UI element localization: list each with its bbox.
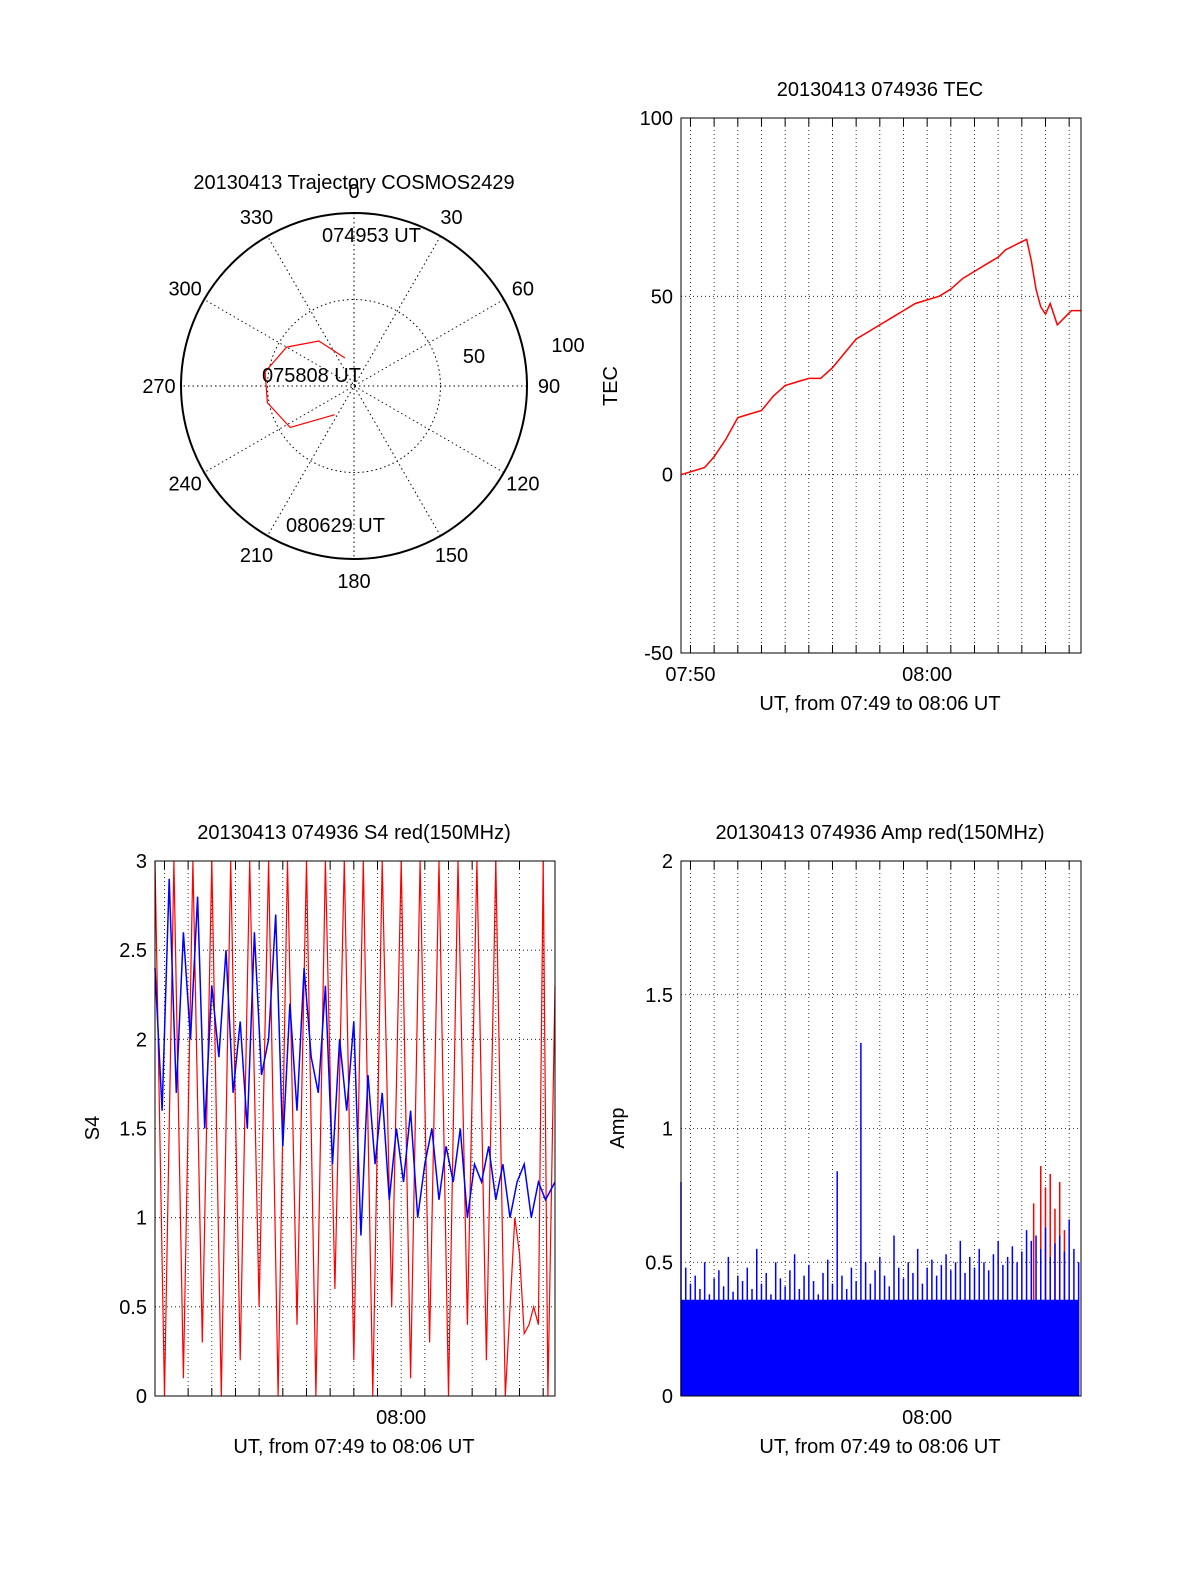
azimuth-label: 30 bbox=[440, 207, 462, 229]
tec-line-red bbox=[680, 238, 1081, 476]
amp-series bbox=[680, 1042, 1080, 1396]
s4-plot-frame bbox=[154, 860, 556, 1397]
amp-tick-labels: 0 0.5 1 1.5 2 08:00 bbox=[645, 851, 952, 1429]
azimuth-label: 60 bbox=[512, 279, 534, 301]
polar-spoke bbox=[203, 299, 505, 473]
amp-fill-blue bbox=[681, 1299, 1079, 1396]
tec-title: 20130413 074936 TEC bbox=[777, 79, 983, 101]
azimuth-label: 270 bbox=[142, 376, 175, 398]
y-tick-label: 0.5 bbox=[645, 1252, 673, 1274]
tec-xlabel: UT, from 07:49 to 08:06 UT bbox=[759, 693, 1000, 715]
s4-tick-labels: 0 0.5 1 1.5 2 2.5 3 08:00 bbox=[119, 851, 426, 1429]
y-tick-label: 1.5 bbox=[119, 1119, 147, 1141]
radial-label-50: 50 bbox=[463, 346, 485, 368]
s4-line-blue bbox=[154, 878, 556, 1236]
y-tick-label: 2 bbox=[136, 1029, 147, 1051]
s4-title: 20130413 074936 S4 red(150MHz) bbox=[197, 822, 511, 844]
azimuth-label: 180 bbox=[337, 571, 370, 593]
s4-xlabel: UT, from 07:49 to 08:06 UT bbox=[233, 1436, 474, 1458]
s4-chart: 20130413 074936 S4 red(150MHz) 0 0.5 1 1.5 2… bbox=[82, 822, 556, 1458]
trajectory-chart: 20130413 Trajectory COSMOS2429 0 30 60 90 12… bbox=[142, 172, 584, 593]
y-tick-label: 0 bbox=[136, 1386, 147, 1408]
y-tick-label: 1 bbox=[662, 1119, 673, 1141]
y-tick-label: 2 bbox=[662, 851, 673, 873]
y-tick-label: 100 bbox=[640, 108, 673, 130]
trajectory-title: 20130413 Trajectory COSMOS2429 bbox=[193, 172, 514, 194]
x-tick-label: 07:50 bbox=[665, 664, 715, 686]
x-tick-label: 08:00 bbox=[376, 1407, 426, 1429]
amp-title: 20130413 074936 Amp red(150MHz) bbox=[715, 822, 1044, 844]
azimuth-label: 300 bbox=[168, 279, 201, 301]
azimuth-labels: 0 30 60 90 120 150 180 210 240 270 300 330 bbox=[142, 181, 560, 593]
amp-plot-frame bbox=[680, 860, 1082, 1397]
azimuth-label: 240 bbox=[168, 474, 201, 496]
track-start-label: 074953 UT bbox=[322, 225, 421, 247]
y-tick-label: 3 bbox=[136, 851, 147, 873]
track-middle-label: 075808 UT bbox=[262, 365, 361, 387]
trajectory-track bbox=[264, 340, 346, 429]
tec-grid bbox=[681, 117, 1081, 654]
polar-spoke bbox=[203, 299, 505, 473]
azimuth-label: 210 bbox=[240, 545, 273, 567]
polar-outer-ring bbox=[180, 212, 528, 560]
radial-label-100: 100 bbox=[551, 335, 584, 357]
amp-chart: 20130413 074936 Amp red(150MHz) 0 0.5 1 1.5… bbox=[607, 822, 1082, 1458]
polar-spoke bbox=[267, 235, 441, 537]
tec-ylabel: TEC bbox=[600, 366, 622, 406]
y-tick-label: 0 bbox=[662, 465, 673, 487]
amp-xlabel: UT, from 07:49 to 08:06 UT bbox=[759, 1436, 1000, 1458]
azimuth-label: 330 bbox=[240, 207, 273, 229]
tec-series bbox=[680, 238, 1081, 476]
x-tick-label: 08:00 bbox=[902, 1407, 952, 1429]
y-tick-label: 0.5 bbox=[119, 1297, 147, 1319]
amp-ylabel: Amp bbox=[607, 1107, 629, 1148]
y-tick-label: -50 bbox=[644, 643, 673, 665]
y-tick-label: 0 bbox=[662, 1386, 673, 1408]
azimuth-label: 90 bbox=[538, 376, 560, 398]
s4-ylabel: S4 bbox=[82, 1116, 104, 1140]
azimuth-label: 150 bbox=[435, 545, 468, 567]
azimuth-label: 0 bbox=[348, 181, 359, 203]
azimuth-label: 120 bbox=[506, 474, 539, 496]
polar-grid bbox=[181, 213, 527, 559]
y-tick-label: 2.5 bbox=[119, 940, 147, 962]
x-tick-label: 08:00 bbox=[902, 664, 952, 686]
y-tick-label: 1 bbox=[136, 1208, 147, 1230]
track-end-label: 080629 UT bbox=[286, 515, 385, 537]
tec-plot-frame bbox=[680, 117, 1082, 654]
y-tick-label: 50 bbox=[651, 286, 673, 308]
y-tick-label: 1.5 bbox=[645, 985, 673, 1007]
tec-tick-labels: -50 0 50 100 07:50 08:00 bbox=[640, 108, 953, 686]
polar-spoke bbox=[267, 235, 441, 537]
